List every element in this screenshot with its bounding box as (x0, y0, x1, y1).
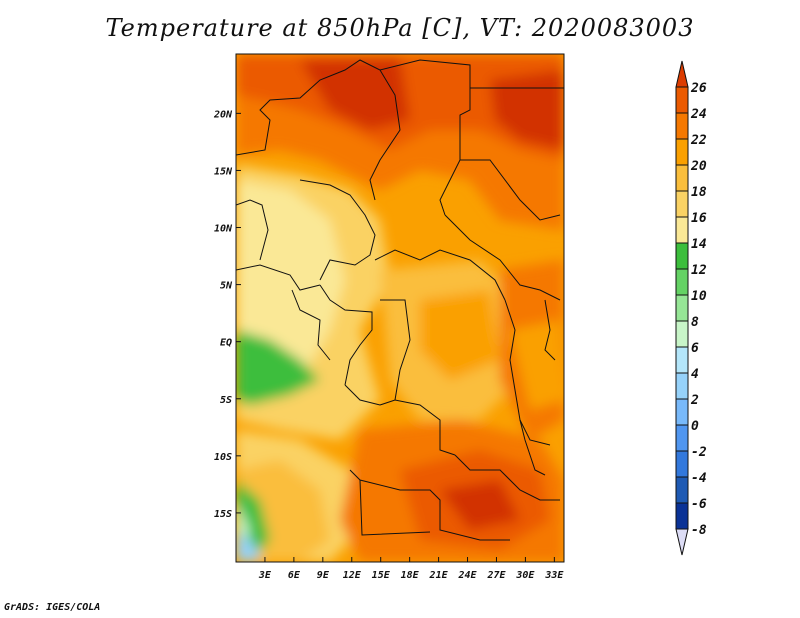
x-tick-label: 24E (457, 570, 477, 581)
colorbar-band (675, 476, 689, 504)
colorbar-level-label: 2 (690, 393, 699, 408)
y-tick-label: 10S (214, 452, 232, 463)
field-sw-ocean-2-4 (236, 530, 260, 562)
colorbar-level-label: 4 (691, 367, 699, 382)
colorbar-level-label: -8 (691, 523, 707, 538)
x-tick-label: 15E (372, 570, 391, 581)
field-coast-12-14 (236, 330, 320, 405)
colorbar-band (675, 190, 689, 218)
x-tick-label: 18E (401, 570, 420, 581)
border-angola-drc (344, 384, 456, 456)
x-tick-label: 30E (515, 570, 535, 581)
border-car (374, 249, 506, 301)
map-frame (235, 53, 565, 563)
border-nigeria (299, 179, 376, 281)
x-tick-label: 27E (486, 570, 506, 581)
colorbar-level-label: 24 (690, 107, 707, 122)
chart-title: Temperature at 850hPa [C], VT: 202008300… (105, 14, 695, 42)
colorbar-level-label: 8 (691, 315, 699, 330)
border-angola-namibia (359, 479, 431, 536)
border-congo (380, 299, 411, 401)
border-uganda-kenya (544, 299, 556, 361)
y-tick-label: 15N (214, 166, 233, 177)
border-namibia (349, 469, 510, 541)
border-gulf-coast (236, 264, 321, 291)
colorbar-level-label: 0 (691, 419, 699, 434)
border-zambia (454, 454, 560, 501)
border-south-sudan (444, 214, 561, 301)
grads-credit: GrADS: IGES/COLA (4, 602, 101, 613)
colorbar-band (675, 398, 689, 426)
field-north-26a (300, 58, 410, 130)
x-tick-label: 9E (317, 570, 330, 581)
x-tick-label: 33E (544, 570, 564, 581)
temperature-field (236, 54, 564, 562)
colorbar-band (675, 242, 689, 270)
colorbar-bottom-arrow (675, 528, 689, 556)
border-ghana-togo (236, 199, 269, 261)
colorbar-level-label: -6 (691, 497, 707, 512)
border-niger-region (236, 59, 401, 201)
x-tick-label: 12E (343, 570, 362, 581)
x-tick-label: 3E (258, 570, 272, 581)
colorbar-level-label: 12 (691, 263, 707, 278)
colorbar-level-label: 20 (690, 159, 707, 174)
y-tick-label: EQ (220, 338, 232, 349)
colorbar-level-label: 14 (691, 237, 707, 252)
border-cameroon-gabon (319, 284, 373, 386)
colorbar-band (675, 164, 689, 192)
colorbar-band (675, 320, 689, 348)
border-chad-libya (379, 59, 471, 216)
colorbar-band (675, 346, 689, 374)
colorbar-band (675, 86, 689, 114)
border-equatorial-guinea (291, 289, 331, 361)
colorbar-level-label: -4 (691, 471, 707, 486)
field-east-20-22 (510, 320, 564, 410)
field-center-20-22 (420, 290, 500, 380)
colorbar-level-label: 22 (690, 133, 707, 148)
x-tick-label: 21E (429, 570, 449, 581)
y-axis-ticks: 20N 15N 10N 5N EQ 5S 10S 15S (213, 109, 241, 520)
border-east-drc (504, 299, 551, 446)
y-tick-label: 15S (214, 509, 232, 520)
border-sudan-east (460, 159, 561, 221)
colorbar-band (675, 138, 689, 166)
colorbar-band (675, 424, 689, 452)
colorbar-level-label: 18 (691, 185, 707, 200)
border-lake-malawi (519, 419, 546, 476)
colorbar-band (675, 294, 689, 322)
colorbar-band (675, 112, 689, 140)
colorbar-level-label: 26 (690, 81, 707, 96)
y-tick-label: 20N (213, 109, 233, 120)
colorbar-band (675, 450, 689, 478)
colorbar-level-label: -2 (691, 445, 707, 460)
y-tick-label: 10N (214, 224, 233, 235)
political-borders (236, 59, 564, 541)
x-axis-ticks: 3E 6E 9E 12E 15E 18E 21E 24E 27E 30E 33E (258, 557, 564, 581)
colorbar-level-label: 6 (691, 341, 699, 356)
colorbar-band (675, 372, 689, 400)
colorbar-level-label: 16 (691, 211, 707, 226)
x-tick-label: 6E (288, 570, 301, 581)
y-tick-label: 5S (220, 395, 232, 406)
field-south-26 (440, 480, 520, 530)
colorbar-band (675, 268, 689, 296)
colorbar-band (675, 216, 689, 244)
field-north-26b (490, 70, 564, 150)
colorbar-level-label: 10 (691, 289, 707, 304)
colorbar-band (675, 502, 689, 530)
colorbar-top-arrow (675, 60, 689, 88)
y-tick-label: 5N (220, 281, 233, 292)
field-west-14-16 (236, 180, 345, 390)
